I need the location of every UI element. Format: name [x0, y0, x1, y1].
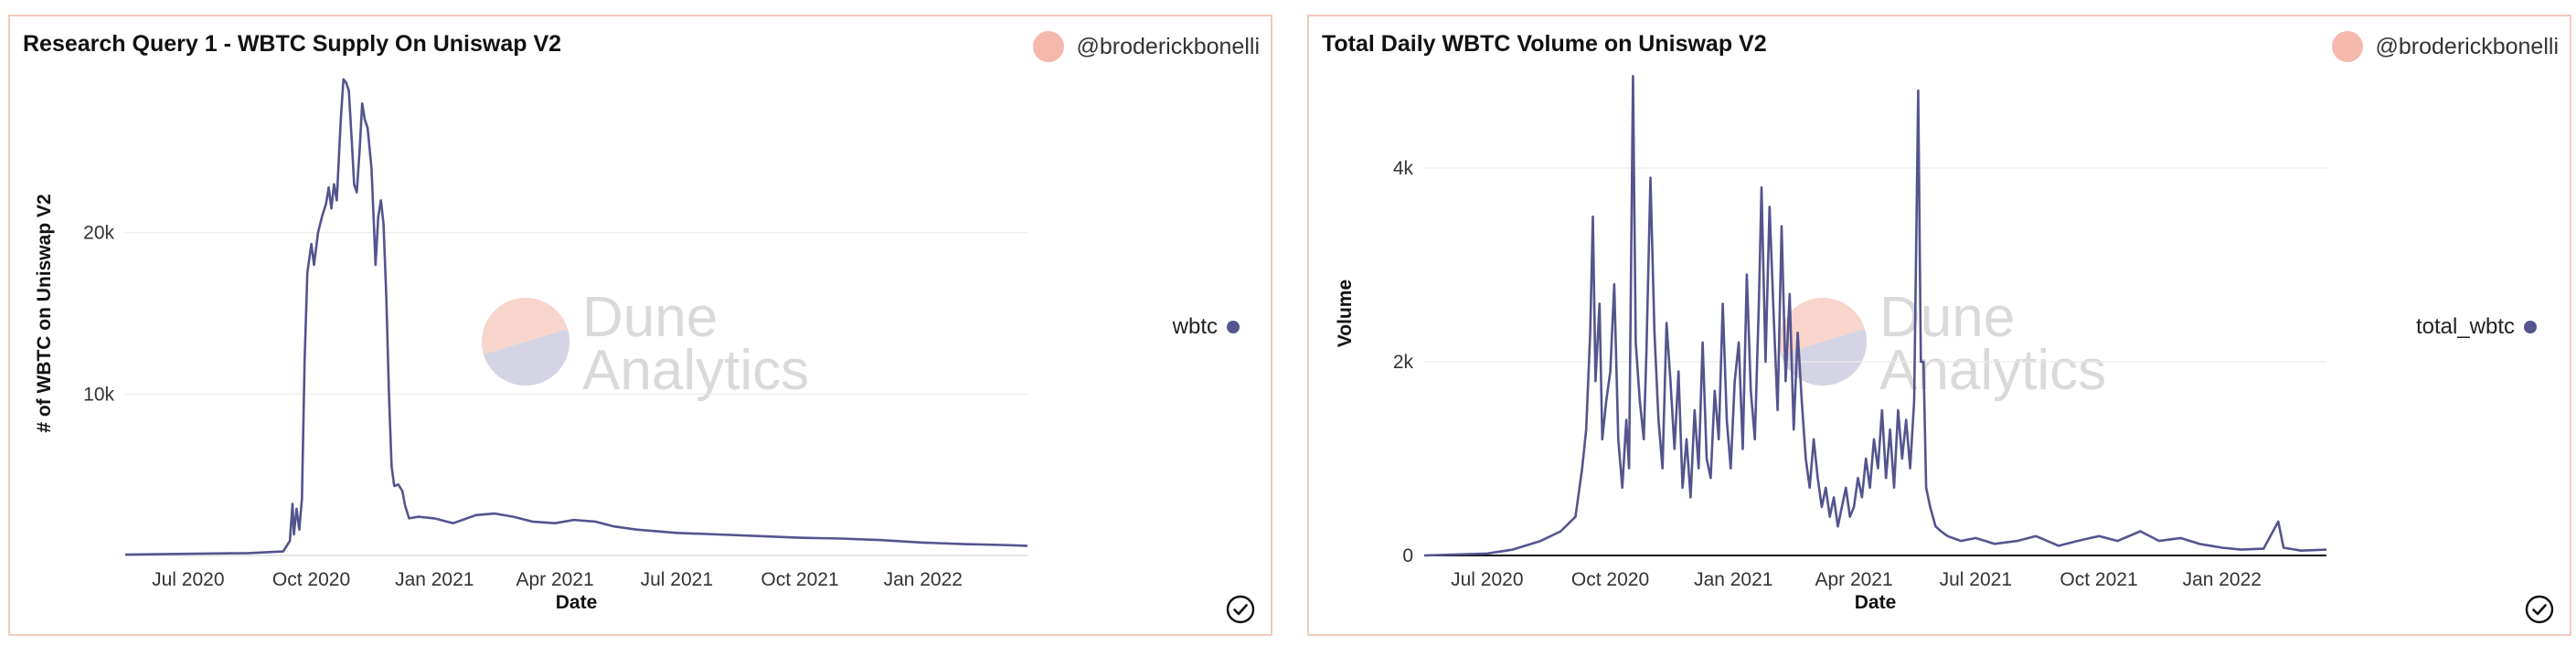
check-circle-icon — [1226, 595, 1255, 624]
y-tick-label: 2k — [1393, 352, 1414, 373]
watermark-text-line1: Dune — [582, 286, 718, 349]
y-tick-label: 4k — [1393, 158, 1414, 179]
x-tick-label: Jul 2020 — [152, 569, 224, 590]
chart-panel-wbtc-volume: Total Daily WBTC Volume on Uniswap V2 @b… — [1307, 15, 2571, 636]
watermark-text-line2: Analytics — [1879, 339, 2106, 402]
watermark-text-line1: Dune — [1879, 286, 2015, 349]
x-tick-label: Jan 2022 — [884, 569, 963, 590]
x-axis-label: Date — [1855, 592, 1897, 613]
legend-label: wbtc — [1172, 314, 1218, 339]
x-tick-label: Oct 2020 — [1571, 569, 1649, 590]
y-tick-label: 0 — [1402, 545, 1413, 566]
x-axis-label: Date — [556, 592, 598, 613]
watermark-logo-top — [1778, 297, 1865, 354]
x-tick-label: Jan 2021 — [1694, 569, 1772, 590]
legend-swatch — [2524, 321, 2537, 333]
series-line-wbtc — [124, 78, 1028, 556]
author-name: @broderickbonelli — [1076, 33, 1260, 59]
chart-title: Research Query 1 - WBTC Supply On Uniswa… — [23, 31, 562, 57]
watermark-logo-bottom — [484, 329, 570, 386]
x-tick-label: Jan 2021 — [395, 569, 474, 590]
y-tick-label: 20k — [83, 223, 114, 244]
author-badge[interactable]: @broderickbonelli — [2331, 31, 2559, 62]
legend-swatch — [1227, 321, 1240, 333]
check-circle-icon — [2525, 595, 2554, 624]
y-axis-label: Volume — [1335, 280, 1356, 347]
chart-panel-wbtc-supply: Research Query 1 - WBTC Supply On Uniswa… — [8, 15, 1272, 636]
x-tick-label: Oct 2021 — [2060, 569, 2137, 590]
avatar — [1032, 31, 1064, 62]
y-axis-label: # of WBTC on Uniswap V2 — [34, 194, 55, 432]
x-tick-label: Jul 2020 — [1451, 569, 1523, 590]
author-badge[interactable]: @broderickbonelli — [1032, 31, 1260, 62]
avatar — [2331, 31, 2363, 62]
author-name: @broderickbonelli — [2375, 33, 2559, 59]
legend-item[interactable]: total_wbtc — [2416, 314, 2537, 340]
x-tick-label: Apr 2021 — [1815, 569, 1892, 590]
x-tick-label: Oct 2020 — [272, 569, 350, 590]
watermark-logo-top — [481, 297, 568, 354]
series-line-total_wbtc — [1423, 75, 2327, 557]
watermark-text-line2: Analytics — [582, 339, 809, 402]
legend-item[interactable]: wbtc — [1173, 314, 1240, 340]
x-tick-label: Jan 2022 — [2183, 569, 2262, 590]
x-tick-label: Jul 2021 — [641, 569, 713, 590]
chart-title: Total Daily WBTC Volume on Uniswap V2 — [1322, 31, 1767, 57]
x-tick-label: Jul 2021 — [1940, 569, 2012, 590]
y-tick-label: 10k — [83, 384, 114, 405]
watermark-logo-bottom — [1781, 329, 1868, 386]
x-tick-label: Apr 2021 — [516, 569, 593, 590]
legend-label: total_wbtc — [2415, 314, 2515, 339]
x-tick-label: Oct 2021 — [761, 569, 838, 590]
